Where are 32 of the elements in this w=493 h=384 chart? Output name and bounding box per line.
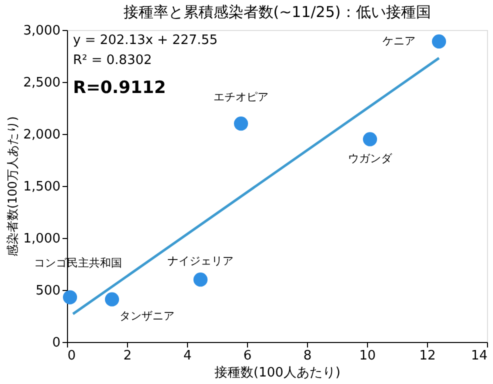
point — [432, 34, 446, 48]
point — [234, 116, 248, 131]
point — [362, 132, 378, 146]
y-axis-title: 感染者数(100万人あたり) — [5, 116, 20, 257]
x-tick-label: 0 — [68, 348, 76, 364]
point — [104, 292, 120, 306]
x-tick-label: 6 — [243, 348, 252, 364]
point — [193, 272, 208, 287]
y-tick-label: 2,000 — [23, 128, 60, 142]
annotation: R² = 0.8302 — [73, 53, 152, 68]
point — [62, 290, 78, 304]
x-tick-label: 12 — [419, 348, 436, 364]
x-tick-label: 10 — [359, 348, 376, 364]
annotation: ウガンダ — [348, 152, 393, 166]
annotation: エチオピア — [214, 90, 268, 104]
annotation: R=0.9112 — [73, 78, 166, 98]
y-tick-label: 2,500 — [23, 76, 60, 90]
annotation: ケニア — [382, 34, 416, 48]
x-tick-label: 4 — [183, 348, 192, 364]
annotation: ナイジェリア — [168, 254, 234, 268]
x-tick-label: 8 — [303, 348, 312, 364]
x-axis-title: 接種数(100人あたり) — [214, 366, 340, 380]
y-tick-label: 500 — [36, 284, 60, 298]
annotation: タンザニア — [120, 309, 174, 322]
chart-title: 接種率と累積感染者数(~11/25)：低い接種国 — [123, 3, 431, 21]
y-tick-label: 3,000 — [23, 24, 60, 38]
y-tick-label: 0 — [52, 336, 60, 350]
annotation: y = 202.13x + 227.55 — [73, 33, 218, 48]
y-tick-label: 1,500 — [23, 180, 60, 194]
x-tick-label: 14 — [470, 348, 488, 364]
y-tick-label: 1,000 — [23, 232, 60, 246]
x-tick-label: 2 — [123, 348, 132, 364]
